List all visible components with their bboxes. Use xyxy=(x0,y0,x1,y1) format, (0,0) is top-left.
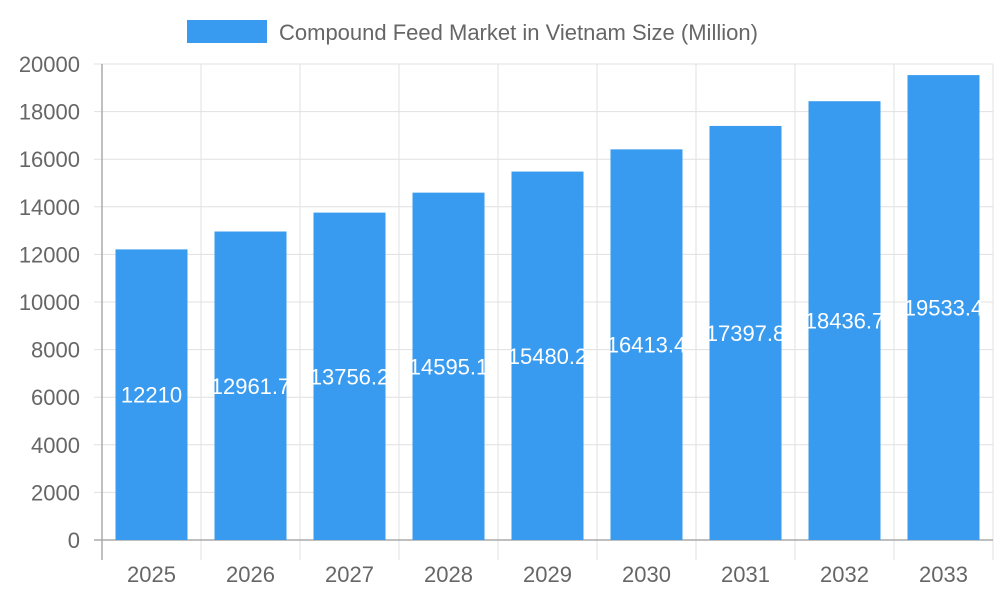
y-tick-label: 6000 xyxy=(31,385,80,410)
y-tick-label: 16000 xyxy=(19,147,80,172)
y-tick-label: 20000 xyxy=(19,52,80,77)
bar-2033 xyxy=(907,75,980,541)
bar-2027 xyxy=(313,212,386,540)
data-label: 13756.2 xyxy=(310,364,390,389)
y-tick-label: 4000 xyxy=(31,433,80,458)
y-tick-label: 8000 xyxy=(31,338,80,363)
x-tick-label: 2027 xyxy=(325,562,374,587)
x-tick-label: 2030 xyxy=(622,562,671,587)
x-tick-label: 2033 xyxy=(919,562,968,587)
y-tick-label: 18000 xyxy=(19,100,80,125)
data-label: 15480.2 xyxy=(508,344,588,369)
bar-2026 xyxy=(214,231,287,540)
data-label: 16413.4 xyxy=(607,333,687,358)
data-label: 17397.8 xyxy=(706,321,786,346)
y-tick-label: 14000 xyxy=(19,195,80,220)
x-tick-label: 2028 xyxy=(424,562,473,587)
x-tick-label: 2032 xyxy=(820,562,869,587)
data-label: 19533.4 xyxy=(904,296,984,321)
legend-swatch xyxy=(187,20,267,43)
y-tick-label: 2000 xyxy=(31,480,80,505)
bar-2031 xyxy=(709,125,782,540)
data-label: 12210 xyxy=(121,383,182,408)
bar-2030 xyxy=(610,149,683,540)
x-tick-label: 2026 xyxy=(226,562,275,587)
data-label: 14595.1 xyxy=(409,354,489,379)
bar-2025 xyxy=(115,249,188,541)
bar-2029 xyxy=(511,171,584,541)
data-label: 12961.7 xyxy=(211,374,291,399)
y-tick-label: 0 xyxy=(68,528,80,553)
bar-2028 xyxy=(412,192,485,540)
legend-label: Compound Feed Market in Vietnam Size (Mi… xyxy=(279,20,758,45)
x-tick-label: 2025 xyxy=(127,562,176,587)
x-tick-label: 2029 xyxy=(523,562,572,587)
x-tick-label: 2031 xyxy=(721,562,770,587)
y-tick-label: 10000 xyxy=(19,290,80,315)
data-label: 18436.7 xyxy=(805,309,885,334)
bar-2032 xyxy=(808,101,881,540)
y-tick-label: 12000 xyxy=(19,242,80,267)
